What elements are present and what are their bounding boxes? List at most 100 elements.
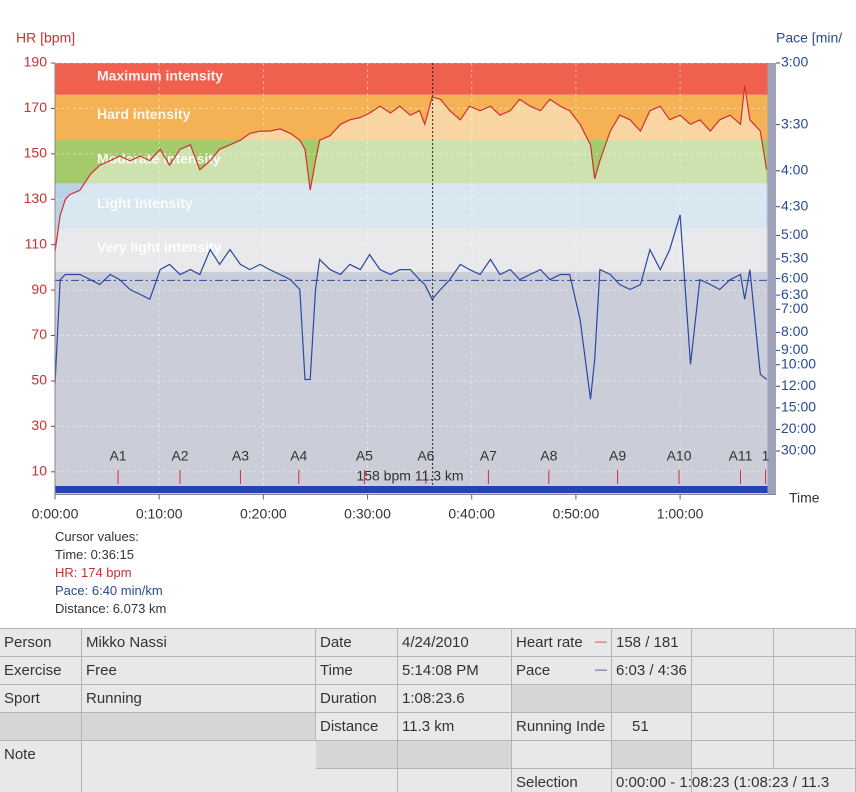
table-cell xyxy=(82,657,316,685)
table-text: 4/24/2010 xyxy=(402,634,469,651)
zone-label: Moderate intensity xyxy=(97,150,221,166)
table-text: Running xyxy=(86,690,142,707)
y-tick-label: 150 xyxy=(24,145,48,161)
x-tick-label: 0:00:00 xyxy=(32,506,79,522)
right-strip xyxy=(767,63,776,495)
table-cell xyxy=(398,629,512,657)
x-tick-label: 1:00:00 xyxy=(657,506,704,522)
table-cell xyxy=(774,657,856,685)
cursor-hr: HR: 174 bpm xyxy=(55,565,132,580)
y2-tick-label: 5:30 xyxy=(781,250,808,266)
table-cell xyxy=(512,685,612,713)
y-tick-label: 90 xyxy=(31,281,47,297)
lap-label: A7 xyxy=(480,448,497,464)
y2-tick-label: 5:00 xyxy=(781,226,808,242)
lap-label: A9 xyxy=(609,448,626,464)
table-text: 1:08:23.6 xyxy=(402,690,465,707)
y2-tick-label: 15:00 xyxy=(781,399,816,415)
table-text: 158 / 181 xyxy=(616,634,679,651)
table-text: 6:03 / 4:36 xyxy=(616,662,687,679)
y2-tick-label: 30:00 xyxy=(781,442,816,458)
table-cell xyxy=(774,741,856,769)
y-tick-label: 30 xyxy=(31,417,47,433)
table-cell xyxy=(316,685,398,713)
y2-tick-label: 3:30 xyxy=(781,115,808,131)
y-tick-label: 190 xyxy=(24,54,48,70)
table-text: Exercise xyxy=(4,662,62,679)
y2-tick-label: 3:00 xyxy=(781,54,808,70)
chart: HR [bpm] Pace [min/ Time Maximum intensi… xyxy=(16,30,842,522)
cursor-distance: Distance: 6.073 km xyxy=(55,601,167,616)
table-text: 5:14:08 PM xyxy=(402,662,479,679)
table-text: Duration xyxy=(320,690,377,707)
table-cell xyxy=(0,741,82,792)
table-cell xyxy=(398,769,512,792)
table-text: Heart rate xyxy=(516,634,583,651)
lap-label: A3 xyxy=(232,448,249,464)
table-text: 51 xyxy=(632,718,649,735)
table-cell xyxy=(692,657,774,685)
y2-tick-label: 4:00 xyxy=(781,161,808,177)
lap-label: A11 xyxy=(729,448,753,464)
x-tick-label: 0:20:00 xyxy=(240,506,287,522)
summary-table: Person Mikko Nassi Date 4/24/2010 Heart rate… xyxy=(0,628,856,792)
table-cell xyxy=(316,713,398,741)
table-text: Distance xyxy=(320,718,379,735)
table-cell xyxy=(774,713,856,741)
table-cell xyxy=(398,685,512,713)
table-cell xyxy=(0,629,82,657)
lap-label: A10 xyxy=(667,448,692,464)
x-tick-label: 0:10:00 xyxy=(136,506,183,522)
y2-tick-label: 6:30 xyxy=(781,286,808,302)
summary-label: 158 bpm 11.3 km xyxy=(356,468,463,484)
table-cell xyxy=(612,769,692,792)
table-text: 11.3 km xyxy=(402,718,455,735)
hr-area xyxy=(55,85,767,272)
lap-label: A6 xyxy=(417,448,434,464)
table-cell xyxy=(0,657,82,685)
lap-label: A4 xyxy=(290,448,307,464)
cursor-time: Time: 0:36:15 xyxy=(55,547,135,562)
table-cell xyxy=(612,685,692,713)
table-cell xyxy=(692,629,774,657)
table-text: — xyxy=(595,634,607,648)
table-cell xyxy=(316,657,398,685)
table-text: 0:00:00 - 1:08:23 (1:08:23 / 11.3 xyxy=(616,774,830,791)
table-cell xyxy=(398,741,512,769)
hr-zone xyxy=(55,183,776,229)
zone-label: Light intensity xyxy=(97,195,193,211)
hr-zone xyxy=(55,228,776,272)
y2-tick-label: 10:00 xyxy=(781,355,816,371)
table-text: Selection xyxy=(516,774,578,791)
hr-zone xyxy=(55,63,776,95)
table-cell xyxy=(692,713,774,741)
table-cell xyxy=(316,741,398,769)
pace-line xyxy=(54,214,767,400)
table-cell xyxy=(612,713,692,741)
y-tick-label: 70 xyxy=(31,326,47,342)
y-tick-label: 170 xyxy=(24,99,48,115)
y2-tick-label: 8:00 xyxy=(781,323,808,339)
table-text: Note xyxy=(4,746,36,763)
lap-label: A1 xyxy=(109,448,126,464)
y-tick-label: 50 xyxy=(31,372,47,388)
lap-label: A2 xyxy=(171,448,188,464)
y2-tick-label: 12:00 xyxy=(781,377,816,393)
table-text: Running Inde xyxy=(516,718,606,735)
table-cell xyxy=(692,741,774,769)
table-cell xyxy=(692,685,774,713)
table-cell xyxy=(512,741,612,769)
zone-label: Hard intensity xyxy=(97,106,191,122)
selection-bar xyxy=(55,486,768,493)
y-tick-label: 10 xyxy=(31,462,47,478)
table-text: Sport xyxy=(4,690,40,707)
cursor-heading: Cursor values: xyxy=(55,529,139,544)
hr-zone xyxy=(55,140,776,184)
table-cell xyxy=(774,685,856,713)
x-axis-label: Time xyxy=(789,490,820,506)
y2-tick-label: 4:30 xyxy=(781,197,808,213)
table-cell xyxy=(316,629,398,657)
table-cell xyxy=(82,629,316,657)
lap-label: A5 xyxy=(356,448,373,464)
